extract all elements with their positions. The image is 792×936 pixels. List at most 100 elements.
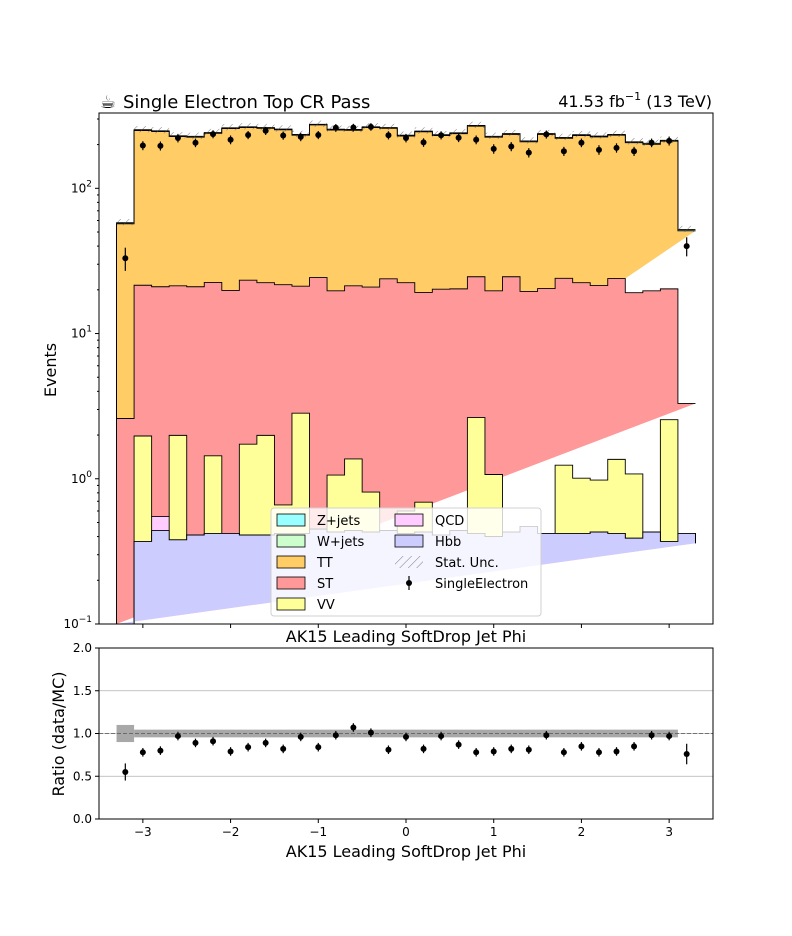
main-y-tick-label: 101 [71, 325, 92, 341]
stat-unc-hatch [502, 129, 521, 137]
data-point [210, 131, 217, 138]
data-point [403, 135, 409, 142]
legend-label-vv: VV [317, 598, 335, 613]
stat-unc-hatch [607, 130, 626, 137]
ratio-point [473, 749, 480, 756]
ratio-point [157, 747, 164, 754]
data-point [262, 127, 269, 134]
stat-unc-hatch [449, 129, 468, 136]
ratio-point [403, 733, 409, 740]
ratio-frame [98, 647, 714, 820]
ratio-points [122, 723, 690, 781]
main-x-axis-label: AK15 Leading SoftDrop Jet Phi [286, 627, 526, 646]
data-point [122, 255, 129, 262]
stat-unc-hatch [151, 127, 170, 134]
data-point [560, 148, 567, 155]
stat-unc-hatch [186, 132, 205, 139]
ratio-point [174, 733, 181, 740]
ratio-point [332, 732, 339, 739]
ratio-point [385, 746, 392, 753]
stat-unc-hatch [484, 132, 503, 139]
data-point [227, 136, 234, 143]
data-point [245, 131, 252, 138]
data-point [578, 139, 585, 146]
data-point [157, 142, 164, 149]
legend-swatch-hbb [394, 534, 424, 548]
ratio-point [139, 749, 146, 756]
main-frame [98, 112, 714, 625]
stat-unc-hatch [379, 123, 398, 131]
stat-unc-hatch [116, 218, 135, 226]
legend-label-qcd: QCD [435, 514, 464, 529]
legend-label-st: ST [317, 577, 333, 592]
ratio-x-tick-label: −3 [134, 825, 152, 839]
data-point [543, 131, 550, 138]
data-point [613, 144, 620, 151]
ratio-y-tick-label: 0.0 [73, 812, 92, 826]
ratio-point [438, 733, 445, 740]
y-axis-label: Events [41, 343, 60, 397]
ratio-point [297, 733, 304, 740]
data-point [139, 142, 146, 149]
ratio-x-tick-label: 3 [665, 825, 673, 839]
data-point [455, 134, 462, 141]
ratio-point [245, 744, 252, 751]
legend-swatch-st [276, 576, 306, 590]
ratio-y-tick-label: 1.5 [73, 684, 92, 698]
ratio-x-tick-label: 1 [490, 825, 498, 839]
data-point [490, 145, 497, 152]
stat-unc-hatch [590, 132, 608, 139]
data-point [297, 133, 304, 140]
data-point [315, 131, 322, 138]
legend-swatch-tt [276, 555, 306, 569]
ratio-y-tick-label: 1.0 [73, 727, 92, 741]
data-point [648, 139, 655, 146]
stat-unc-hatch [274, 125, 292, 132]
legend-label-z-jets: Z+jets [317, 514, 361, 529]
data-point [385, 132, 392, 139]
legend-swatch-stat-unc- [395, 556, 423, 568]
data-point [280, 132, 287, 139]
ratio-point [666, 733, 673, 740]
data-point [473, 136, 480, 143]
ratio-y-tick-label: 0.5 [73, 769, 92, 783]
title-icon: ☕ [100, 92, 116, 113]
data-point [174, 135, 181, 142]
data-point [508, 143, 515, 150]
ratio-x-tick-label: 2 [578, 825, 586, 839]
ratio-point [508, 745, 515, 752]
legend: Z+jets QCD W+jets Hbb TT Stat. Unc. ST SingleEl… [270, 507, 542, 617]
ratio-point [683, 751, 690, 758]
legend-swatch-w-jets [276, 534, 306, 548]
data-point [595, 146, 602, 153]
ratio-point [595, 749, 602, 756]
main-y-tick-label: 100 [71, 470, 92, 486]
ratio-point [315, 744, 322, 751]
ratio-point [192, 739, 199, 746]
ratio-point [210, 738, 217, 745]
ratio-point [262, 739, 269, 746]
plot-title: Single Electron Top CR Pass [123, 92, 370, 113]
data-point [332, 124, 339, 131]
legend-swatch-z-jets [276, 513, 306, 527]
stat-unc-hatch [467, 121, 485, 128]
stat-unc-hatch [221, 124, 240, 131]
ratio-point [543, 732, 550, 739]
ratio-y-tick-label: 2.0 [73, 641, 92, 655]
ratio-point [227, 748, 234, 755]
legend-label-stat-unc-: Stat. Unc. [435, 556, 499, 571]
ratio-y-axis-label: Ratio (data/MC) [49, 671, 68, 796]
legend-swatch-qcd [394, 513, 424, 527]
ratio-point [122, 768, 129, 775]
legend-marker-singleelectron [406, 580, 412, 586]
data-point [631, 148, 638, 155]
ratio-point [578, 743, 585, 750]
ratio-x-tick-label: −1 [309, 825, 327, 839]
legend-label-tt: TT [316, 556, 333, 571]
ratio-point [648, 732, 655, 739]
data-point [683, 243, 690, 250]
ratio-axes: −3 −2 −1 0 1 2 3 0.0 0.5 1.0 1.5 2.0 [73, 641, 673, 839]
data-point [420, 139, 427, 146]
ratio-x-tick-label: 0 [402, 825, 410, 839]
